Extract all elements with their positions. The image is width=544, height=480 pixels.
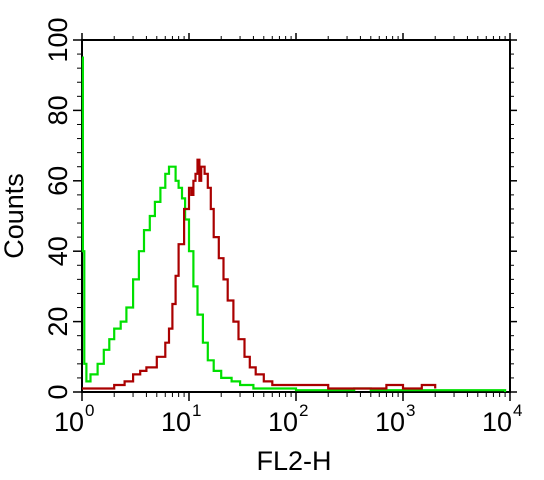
x-tick-label: 10 0 bbox=[54, 401, 95, 437]
x-tick-base: 10 bbox=[54, 407, 84, 437]
y-tick-label: 40 bbox=[43, 236, 73, 266]
y-tick-label: 100 bbox=[43, 17, 73, 62]
x-tick-exponent: 0 bbox=[85, 401, 94, 420]
x-tick-exponent: 3 bbox=[406, 401, 415, 420]
series-layer bbox=[81, 56, 507, 392]
y-tick-label: 20 bbox=[43, 307, 73, 337]
plot-frame bbox=[81, 39, 511, 393]
series-line-2 bbox=[82, 158, 437, 390]
x-tick-base: 10 bbox=[375, 407, 405, 437]
x-tick-base: 10 bbox=[482, 407, 512, 437]
x-tick-exponent: 2 bbox=[299, 401, 308, 420]
series-line-1 bbox=[81, 56, 507, 392]
y-tick-label: 60 bbox=[43, 166, 73, 196]
x-axis-title: FL2-H bbox=[256, 446, 331, 476]
x-tick-label: 10 3 bbox=[375, 401, 416, 437]
x-tick-label: 10 4 bbox=[482, 401, 523, 437]
x-tick-exponent: 1 bbox=[192, 401, 201, 420]
x-tick-label: 10 2 bbox=[268, 401, 309, 437]
y-tick-label: 0 bbox=[43, 384, 73, 399]
x-tick-base: 10 bbox=[161, 407, 191, 437]
y-axis-title: Counts bbox=[0, 173, 29, 259]
y-tick-label: 80 bbox=[43, 95, 73, 125]
x-tick-label: 10 1 bbox=[161, 401, 202, 437]
x-tick-exponent: 4 bbox=[513, 401, 522, 420]
axes bbox=[73, 33, 517, 401]
x-tick-base: 10 bbox=[268, 407, 298, 437]
